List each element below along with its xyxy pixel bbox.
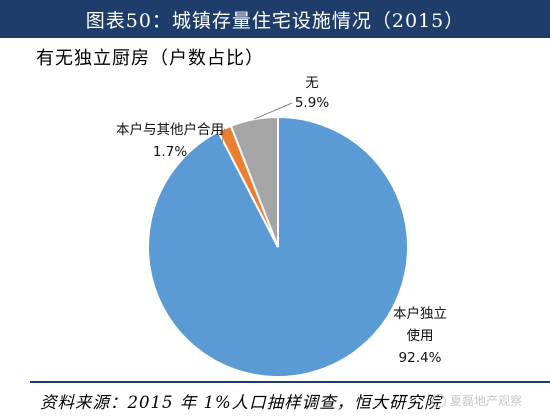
leader-line-2	[253, 102, 293, 120]
slice-name-label-1: 本户与其他户合用	[116, 121, 224, 138]
leader-line-1	[221, 128, 225, 144]
slice-value-label-2: 5.9%	[295, 95, 329, 111]
pie-slice-2	[229, 115, 279, 248]
slice-value-label-1: 1.7%	[153, 144, 187, 160]
watermark: 夏磊地产观察	[432, 392, 522, 409]
figure-title: 图表50：城镇存量住宅设施情况（2015）	[0, 0, 550, 38]
source-note: 资料来源：2015 年 1%人口抽样调查，恒大研究院	[40, 393, 442, 412]
slice-name-label-0: 使用	[407, 327, 434, 344]
wechat-icon	[432, 393, 446, 408]
slice-name-label-0: 本户独立	[393, 305, 447, 322]
slice-value-label-0: 92.4%	[399, 350, 442, 366]
source-divider	[30, 381, 550, 383]
chart-title: 有无独立厨房（户数占比）	[36, 48, 264, 69]
watermark-text: 夏磊地产观察	[450, 394, 523, 408]
pie-slices	[147, 115, 409, 378]
slice-name-label-2: 无	[305, 75, 319, 91]
leader-lines	[221, 102, 293, 144]
